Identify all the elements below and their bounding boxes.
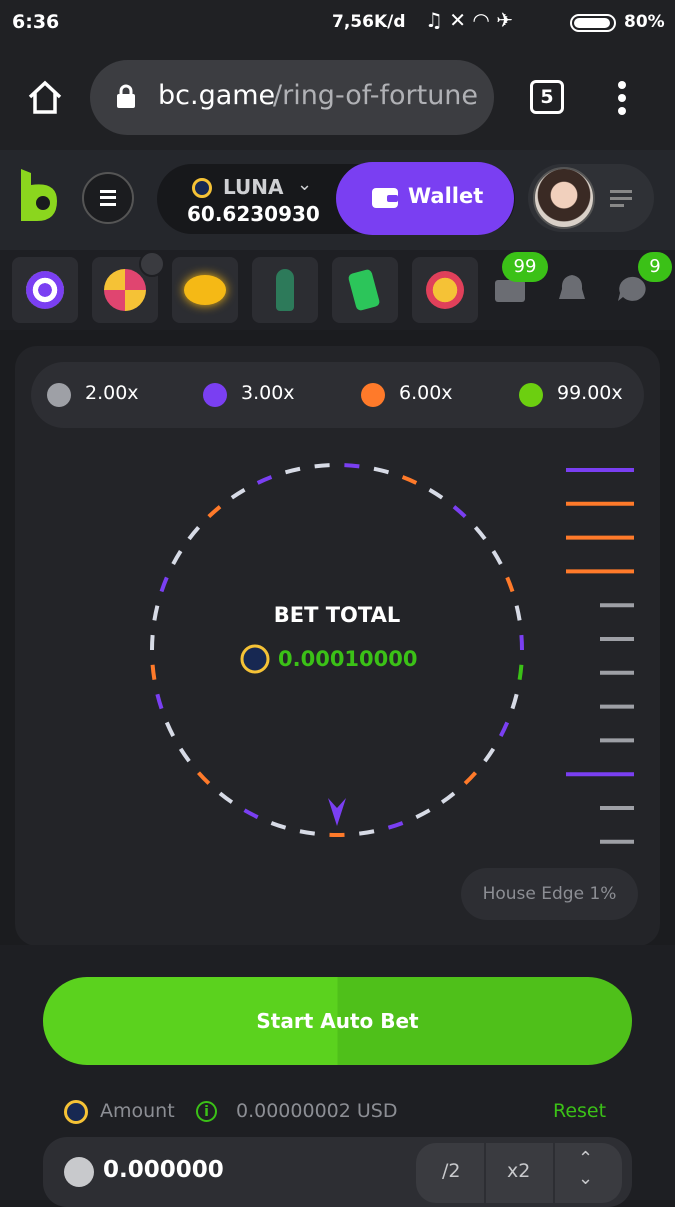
amount-value: 0.000000 <box>103 1157 224 1183</box>
ring-segment <box>442 793 454 802</box>
game-tile[interactable] <box>252 257 318 323</box>
ring-segment <box>388 823 402 828</box>
game-tile[interactable] <box>412 257 478 323</box>
amount-buttons: /2 x2 ⌃⌄ <box>416 1143 622 1203</box>
ring-segment <box>359 831 374 833</box>
game-tile[interactable] <box>172 257 238 323</box>
ring: BET TOTAL 0.00010000 <box>15 346 660 946</box>
ring-segment <box>416 810 429 817</box>
menu-button[interactable] <box>615 80 629 116</box>
ring-segment <box>429 490 442 498</box>
ring-segment <box>220 793 232 802</box>
network-speed: 7,56K/d <box>332 12 406 32</box>
wallet-label: Wallet <box>408 184 483 208</box>
ring-segment <box>157 694 161 708</box>
battery-icon <box>570 14 616 32</box>
ring-segment <box>209 507 220 517</box>
ring-segment <box>520 665 522 680</box>
ring-segment <box>232 490 245 498</box>
house-edge[interactable]: House Edge 1% <box>461 868 638 920</box>
amount-usd: 0.00000002 USD <box>236 1100 397 1122</box>
ring-segment <box>154 606 157 621</box>
info-icon[interactable]: i <box>196 1101 217 1122</box>
ring-segment <box>258 477 272 483</box>
url-bar[interactable]: bc.game /ring-of-fortune <box>90 60 494 135</box>
games-row: 99 9 <box>0 250 675 330</box>
ring-segment <box>153 665 155 680</box>
lock-icon <box>115 84 137 110</box>
url-path: /ring-of-fortune <box>273 80 478 111</box>
ring-segment <box>271 823 285 828</box>
ring-segment <box>454 507 465 517</box>
time: 6:36 <box>12 11 59 33</box>
url-domain: bc.game <box>158 80 275 111</box>
balance: 60.6230930 <box>187 202 320 226</box>
ring-segment <box>507 577 512 591</box>
bell-icon[interactable] <box>557 273 587 305</box>
sidebar-button[interactable] <box>82 172 134 224</box>
ring-segment <box>517 606 520 621</box>
ring-segment <box>152 635 153 650</box>
ring-segment <box>475 527 484 539</box>
ring-segment <box>300 831 315 833</box>
wallet-icon <box>371 186 399 210</box>
dropdown-icon: ⌄ <box>297 174 312 195</box>
notification-dot <box>139 251 165 277</box>
start-auto-bet[interactable]: Start Auto Bet <box>43 977 632 1065</box>
ring-segment <box>485 749 494 761</box>
chat-badge: 9 <box>638 252 672 282</box>
app-header: LUNA ⌄ 60.6230930 Wallet <box>0 150 675 250</box>
ring-segment <box>315 465 330 466</box>
ring-segment <box>244 810 257 817</box>
ring-segment <box>493 551 501 564</box>
wallet-button[interactable]: Wallet <box>336 162 514 235</box>
avatar <box>533 167 595 229</box>
status-icons: ♫ ✕ ◠ ✈ <box>425 8 513 32</box>
ring-segment <box>167 722 173 736</box>
game-tile[interactable] <box>332 257 398 323</box>
half-button[interactable]: /2 <box>442 1160 461 1182</box>
bet-total-value: 0.00010000 <box>278 647 417 671</box>
home-button[interactable] <box>26 79 64 115</box>
ring-segment <box>374 469 389 473</box>
browser-bar: bc.game /ring-of-fortune 5 <box>0 45 675 150</box>
reset-button[interactable]: Reset <box>553 1100 606 1122</box>
profile-pill[interactable] <box>528 164 654 232</box>
amount-label: Amount <box>100 1100 175 1122</box>
coin-icon <box>64 1157 94 1187</box>
ring-segment <box>285 469 300 473</box>
double-button[interactable]: x2 <box>507 1160 530 1182</box>
ring-segment <box>162 577 167 591</box>
ring-segment <box>521 635 522 650</box>
status-bar: 6:36 7,56K/d ♫ ✕ ◠ ✈ 80% <box>0 0 675 45</box>
chat-icon[interactable] <box>616 275 646 303</box>
ring-segment <box>181 749 190 761</box>
ring-segment <box>512 694 516 708</box>
ring-segment <box>189 527 198 539</box>
list-icon <box>610 188 634 208</box>
ring-segment <box>173 551 181 564</box>
logo[interactable] <box>17 167 61 223</box>
ring-segment <box>344 465 359 466</box>
ring-segment <box>198 773 208 784</box>
stepper[interactable]: ⌃⌄ <box>578 1149 593 1189</box>
ring-segment <box>465 773 475 784</box>
bet-total-label: BET TOTAL <box>274 603 401 627</box>
amount-input[interactable]: 0.000000 /2 x2 ⌃⌄ <box>43 1137 632 1207</box>
mail-badge: 99 <box>502 252 548 282</box>
luna-icon <box>64 1100 88 1124</box>
luna-icon <box>192 178 212 198</box>
game-tile[interactable] <box>12 257 78 323</box>
battery: 80% <box>624 12 665 32</box>
currency-name: LUNA <box>223 175 284 199</box>
tab-count[interactable]: 5 <box>530 80 564 114</box>
ring-segment <box>501 722 507 736</box>
pointer <box>328 798 346 826</box>
controls: Start Auto Bet Amount i 0.00000002 USD R… <box>0 945 675 1200</box>
ring-segment <box>403 477 417 483</box>
luna-icon <box>242 646 268 672</box>
